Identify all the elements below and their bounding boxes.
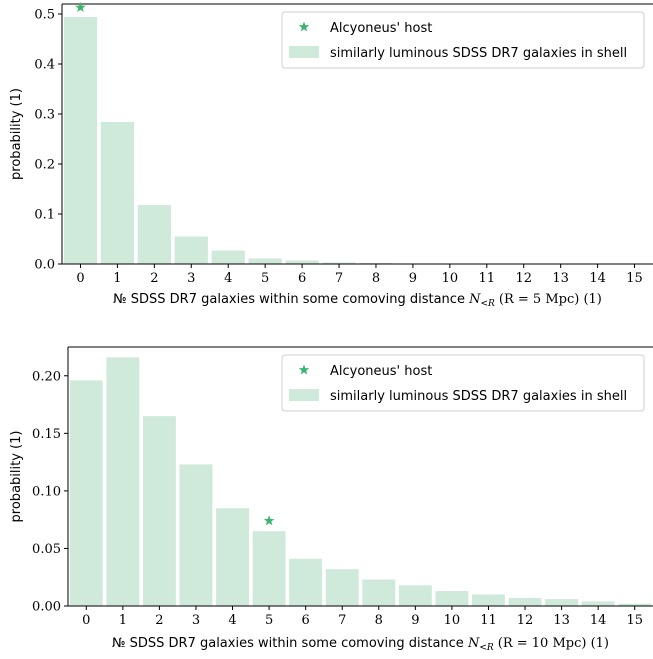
x-tick-label: 3 xyxy=(187,271,195,286)
bar xyxy=(142,416,176,606)
bar xyxy=(618,603,652,606)
legend-box xyxy=(281,11,645,69)
x-tick-label: 15 xyxy=(626,613,643,628)
legend-bar-swatch xyxy=(289,389,319,401)
legend: Alcyoneus' host similarly luminous SDSS D… xyxy=(281,354,645,412)
y-tick-label: 0.00 xyxy=(32,600,61,615)
x-tick-label: 1 xyxy=(119,613,127,628)
legend-star-icon xyxy=(298,21,310,32)
x-tick-label: 13 xyxy=(552,271,569,286)
bar xyxy=(63,17,98,264)
x-tick-label: 14 xyxy=(589,271,606,286)
bar xyxy=(69,380,103,606)
y-tick-label: 0.0 xyxy=(34,258,55,273)
x-axis-label: № SDSS DR7 galaxies within some comoving… xyxy=(112,636,609,653)
x-tick-label: 8 xyxy=(372,271,380,286)
y-tick-label: 0.2 xyxy=(34,158,55,173)
y-tick-label: 0.3 xyxy=(34,108,55,123)
bar xyxy=(545,599,579,606)
bar xyxy=(435,591,469,606)
x-tick-label: 12 xyxy=(515,271,532,286)
bar xyxy=(137,205,171,264)
bar xyxy=(398,585,432,606)
x-tick-label: 8 xyxy=(375,613,383,628)
x-tick-label: 14 xyxy=(590,613,607,628)
x-tick-label: 4 xyxy=(228,613,236,628)
bar xyxy=(216,508,249,606)
legend-label-bars: similarly luminous SDSS DR7 galaxies in … xyxy=(330,46,627,61)
y-tick-label: 0.05 xyxy=(32,542,61,557)
x-tick-label: 2 xyxy=(155,613,163,628)
x-tick-label: 11 xyxy=(480,613,497,628)
y-tick-label: 0.20 xyxy=(32,369,61,384)
x-tick-label: 6 xyxy=(298,271,306,286)
bar xyxy=(252,531,286,606)
x-tick-label: 7 xyxy=(335,271,343,286)
legend-star-icon xyxy=(298,364,310,375)
chart-panel-2: 0 1 2 3 4 5 6 7 8 9 10 11 12 13 14 150.000.050.100.150.… xyxy=(9,346,653,653)
x-tick-label: 9 xyxy=(411,613,419,628)
bar xyxy=(285,260,319,264)
x-tick-label: 1 xyxy=(113,271,121,286)
x-axis-label: № SDSS DR7 galaxies within some comoving… xyxy=(113,292,602,309)
legend: Alcyoneus' host similarly luminous SDSS D… xyxy=(281,11,645,69)
y-tick-label: 0.10 xyxy=(32,484,61,499)
x-tick-label: 5 xyxy=(265,613,273,628)
x-tick-label: 7 xyxy=(338,613,346,628)
x-tick-label: 3 xyxy=(192,613,200,628)
bar xyxy=(289,558,323,606)
marker-star xyxy=(263,515,275,526)
bar xyxy=(472,594,505,606)
chart-panel-1: 0 1 2 3 4 5 6 7 8 9 10 11 12 13 14 150.00.10.20.30.40.5… xyxy=(9,2,653,309)
x-tick-label: 5 xyxy=(261,271,269,286)
bar xyxy=(211,250,245,264)
x-tick-label: 10 xyxy=(442,271,459,286)
legend-bar-swatch xyxy=(289,46,319,58)
bar xyxy=(508,597,542,606)
bar xyxy=(100,122,135,264)
y-tick-label: 0.4 xyxy=(34,58,55,73)
legend-label-marker: Alcyoneus' host xyxy=(330,21,432,36)
x-tick-label: 6 xyxy=(302,613,310,628)
x-tick-label: 11 xyxy=(479,271,496,286)
x-tick-label: 0 xyxy=(82,613,90,628)
bar xyxy=(325,569,359,606)
y-axis-label: probability (1) xyxy=(9,431,24,523)
legend-label-bars: similarly luminous SDSS DR7 galaxies in … xyxy=(330,389,627,404)
bar xyxy=(174,236,208,264)
marker-star xyxy=(75,2,86,12)
bar xyxy=(322,262,356,264)
x-tick-label: 4 xyxy=(224,271,232,286)
y-tick-label: 0.15 xyxy=(32,427,61,442)
legend-box xyxy=(281,354,645,412)
bar xyxy=(581,601,615,606)
bar xyxy=(179,464,213,606)
y-tick-label: 0.1 xyxy=(34,208,55,223)
bar xyxy=(106,357,140,606)
x-tick-label: 13 xyxy=(553,613,570,628)
bar xyxy=(248,258,282,264)
bar xyxy=(362,579,396,606)
x-tick-label: 10 xyxy=(444,613,461,628)
x-tick-label: 0 xyxy=(76,271,84,286)
legend-label-marker: Alcyoneus' host xyxy=(330,364,432,379)
x-tick-label: 12 xyxy=(517,613,534,628)
y-axis-label: probability (1) xyxy=(9,88,24,180)
x-tick-label: 9 xyxy=(409,271,417,286)
x-tick-label: 2 xyxy=(150,271,158,286)
x-tick-label: 15 xyxy=(626,271,643,286)
y-tick-label: 0.5 xyxy=(34,8,55,23)
